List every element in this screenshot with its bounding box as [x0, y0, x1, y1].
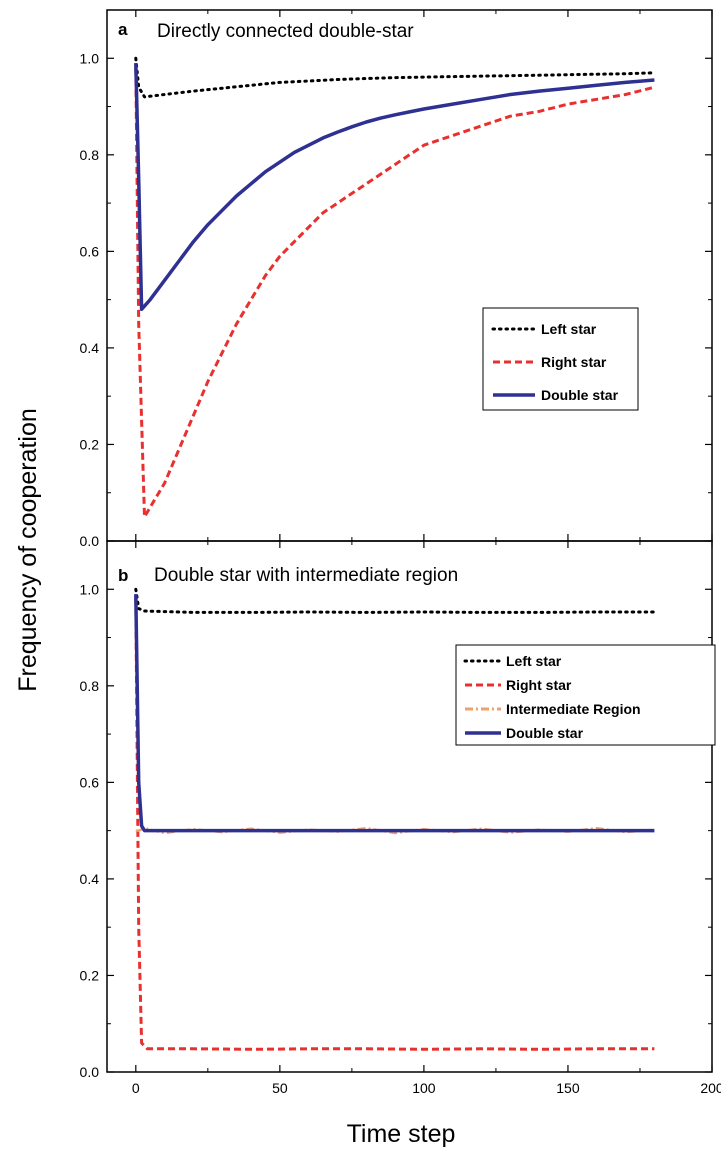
y-tick-label: 0.8 [80, 678, 100, 694]
panel-b-y-tick-labels: 0.0 0.2 0.4 0.6 0.8 1.0 [80, 581, 100, 1080]
panel-a-title: Directly connected double-star [157, 21, 414, 42]
series-line-double-star [134, 63, 655, 312]
x-tick-label: 50 [272, 1080, 288, 1096]
x-tick-label: 200 [700, 1080, 721, 1096]
y-tick-label: 0.4 [80, 871, 100, 887]
x-tick-label: 100 [412, 1080, 436, 1096]
panel-b-legend-label-double-star: Double star [506, 725, 584, 741]
y-tick-label: 0.2 [80, 436, 100, 452]
panel-b-legend: Left star Right star Intermediate Region… [455, 644, 716, 746]
y-tick-label: 0.0 [80, 533, 100, 549]
panel-a-y-ticks [107, 57, 712, 542]
series-line-right-star [134, 67, 655, 519]
panel-a-legend-label-left-star: Left star [541, 321, 597, 337]
panel-a: a Directly connected double-star 0.00.20… [80, 9, 713, 549]
panel-b-frame [106, 540, 713, 1073]
y-axis-title: Frequency of cooperation [14, 408, 42, 692]
series-line-double-star [134, 594, 655, 833]
panel-a-legend-label-right-star: Right star [541, 354, 607, 370]
series-line-right-star [134, 598, 655, 1051]
y-tick-label: 0.6 [80, 243, 100, 259]
panel-b-letter: b [118, 566, 128, 585]
panel-a-series [134, 56, 656, 519]
series-line-left-star [134, 56, 656, 99]
panel-a-legend-label-double-star: Double star [541, 387, 619, 403]
panel-a-legend: Left star Right star Double star [482, 307, 639, 411]
y-tick-label: 1.0 [80, 50, 100, 66]
panel-b-series [134, 587, 656, 1051]
panel-b-legend-label-intermediate-region: Intermediate Region [506, 701, 641, 717]
y-tick-label: 0.4 [80, 340, 100, 356]
x-tick-label: 150 [556, 1080, 580, 1096]
panel-a-legend-box [482, 307, 639, 411]
panel-a-frame [106, 9, 713, 542]
panel-b-legend-label-left-star: Left star [506, 653, 562, 669]
panel-b-x-tick-labels: 0 50 100 150 200 [132, 1080, 721, 1096]
y-tick-label: 0.2 [80, 967, 100, 983]
panel-a-y-tick-labels: 0.0 0.2 0.4 0.6 0.8 1.0 [80, 50, 100, 549]
panel-b-legend-label-right-star: Right star [506, 677, 572, 693]
y-tick-label: 0.8 [80, 147, 100, 163]
panel-b-title: Double star with intermediate region [154, 565, 458, 586]
panel-b-legend-box [455, 644, 716, 746]
panel-a-letter: a [118, 20, 128, 39]
y-tick-label: 0.0 [80, 1064, 100, 1080]
panel-b-x-ticks [135, 541, 713, 1072]
y-tick-label: 0.6 [80, 774, 100, 790]
x-tick-label: 0 [132, 1080, 140, 1096]
panel-a-x-ticks [135, 10, 713, 541]
x-axis-title: Time step [347, 1120, 456, 1148]
y-tick-label: 1.0 [80, 581, 100, 597]
panel-b: b Double star with intermediate region 0… [80, 540, 721, 1096]
series-line-left-star [134, 587, 656, 614]
